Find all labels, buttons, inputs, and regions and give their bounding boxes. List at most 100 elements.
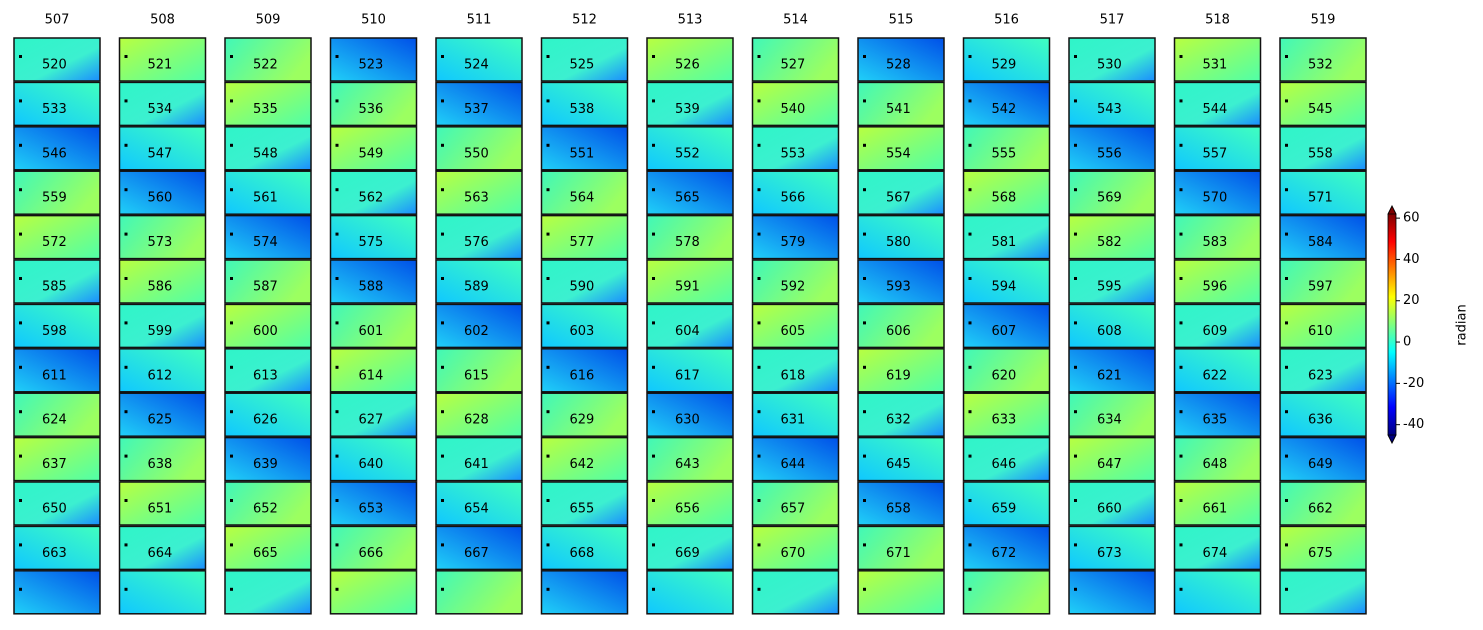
reference-point (335, 454, 339, 458)
panel-image (751, 170, 840, 215)
panel-image (329, 126, 418, 171)
panel-image (540, 392, 629, 437)
panel-image (962, 348, 1051, 393)
reference-point (757, 232, 761, 236)
panel-image (1173, 303, 1262, 349)
panel-label: 655 (570, 502, 595, 517)
reference-point (757, 188, 761, 192)
panel-label: 614 (359, 368, 384, 383)
panel-image (1279, 481, 1367, 526)
panel-image (540, 348, 629, 393)
panel-image (13, 170, 101, 215)
reference-point (1074, 277, 1077, 280)
panel-image (118, 126, 207, 171)
reference-point (335, 143, 339, 147)
panel-label: 675 (1308, 546, 1333, 561)
panel-label: 596 (1203, 280, 1228, 295)
reference-point (1285, 454, 1288, 458)
reference-point (1285, 143, 1288, 147)
reference-point (968, 410, 972, 414)
panel-image (435, 525, 523, 571)
reference-point (1179, 99, 1183, 103)
panel-image (224, 303, 312, 349)
reference-point (1179, 543, 1183, 547)
reference-point (757, 499, 761, 502)
panel-label: 610 (1308, 324, 1333, 339)
reference-point (441, 55, 444, 58)
panel-label: 604 (675, 324, 700, 339)
panel-image (857, 259, 945, 304)
colorbar-tick-label: -40 (1403, 417, 1424, 432)
panel-image (857, 170, 945, 215)
panel-image (13, 525, 101, 571)
reference-point (546, 143, 550, 147)
panel-label: 593 (886, 280, 911, 295)
reference-point (335, 499, 339, 502)
reference-point (968, 143, 972, 147)
panel-label: 631 (781, 413, 806, 428)
panel-image (435, 126, 523, 171)
panel-image (329, 392, 418, 437)
panel-image (329, 348, 418, 393)
panel-label: 602 (464, 324, 489, 339)
panel-image (435, 348, 523, 393)
panel-image (1068, 126, 1156, 171)
reference-point (230, 232, 233, 236)
panel-label: 588 (359, 280, 384, 295)
reference-point (1179, 499, 1183, 502)
reference-point (1285, 365, 1288, 369)
reference-point (19, 543, 22, 547)
reference-point (863, 454, 866, 458)
panel-image (118, 259, 207, 304)
panel-image (435, 570, 523, 615)
reference-point (335, 410, 339, 414)
reference-point (230, 410, 233, 414)
colorbar-extend-max (1387, 205, 1397, 215)
reference-point (124, 99, 128, 103)
panel-image (435, 214, 523, 260)
panel-label: 523 (359, 58, 384, 73)
reference-point (757, 410, 761, 414)
reference-point (652, 365, 655, 369)
panel-label: 525 (570, 58, 595, 73)
panel-image (646, 348, 734, 393)
panel-image (13, 259, 101, 304)
panel-image (13, 570, 101, 615)
panel-label: 659 (992, 502, 1017, 517)
panel-label: 665 (253, 546, 278, 561)
panel-label: 579 (781, 235, 806, 250)
reference-point (19, 454, 22, 458)
panel-label: 619 (886, 368, 911, 383)
panel-label: 664 (148, 546, 173, 561)
panel-image (646, 570, 734, 615)
panel-label: 656 (675, 502, 700, 517)
panel-image (857, 303, 945, 349)
panel-label: 647 (1097, 457, 1122, 472)
panel-image (13, 348, 101, 393)
panel-label: 595 (1097, 280, 1122, 295)
panel-image (540, 170, 629, 215)
panel-image (13, 481, 101, 526)
panel-label: 662 (1308, 502, 1333, 517)
panel-image (1279, 214, 1367, 260)
column-title: 511 (467, 13, 492, 28)
panel-label: 646 (992, 457, 1017, 472)
panel-label: 520 (42, 58, 67, 73)
panel-image (540, 37, 629, 82)
panel-label: 521 (148, 58, 173, 73)
reference-point (230, 277, 233, 280)
column-title: 508 (150, 13, 175, 28)
panel-image (118, 392, 207, 437)
reference-point (968, 587, 972, 591)
panel-image (857, 481, 945, 526)
panel-label: 558 (1308, 146, 1333, 161)
panel-image (540, 126, 629, 171)
panel-image (1068, 525, 1156, 571)
panel-image (329, 37, 418, 82)
reference-point (968, 543, 972, 547)
panel-label: 623 (1308, 368, 1333, 383)
panel-label: 651 (148, 502, 173, 517)
panel-image (224, 214, 312, 260)
panel-label: 612 (148, 368, 173, 383)
reference-point (1074, 55, 1077, 58)
